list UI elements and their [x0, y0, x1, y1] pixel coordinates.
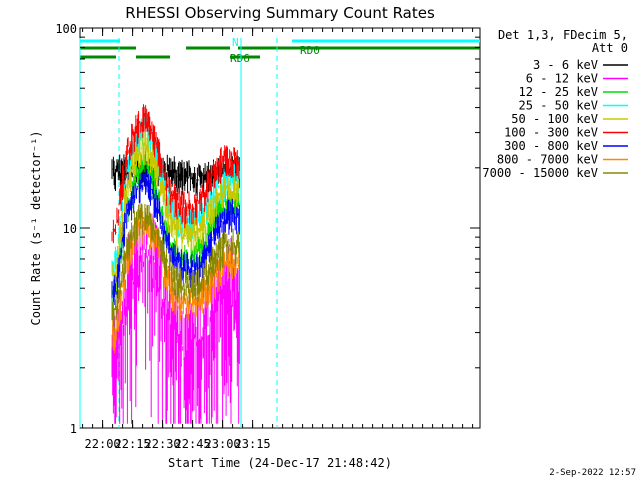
- series-7000-15000-kevline: [111, 203, 240, 331]
- legend-header-line: Att 0: [592, 41, 628, 55]
- vertical-markers: [79, 38, 278, 428]
- y-axis-label: Count Rate (s⁻¹ detector⁻¹): [29, 130, 43, 325]
- x-tick-label: 23:00: [205, 437, 241, 451]
- chart-title: RHESSI Observing Summary Count Rates: [125, 4, 435, 22]
- series-300-800-kevline: [111, 164, 240, 305]
- series-50-100-kevline: [111, 131, 240, 295]
- series-6-12-kevline: [111, 207, 240, 424]
- legend-entry-label: 100 - 300 keV: [504, 126, 598, 140]
- legend-entry-label: 6 - 12 keV: [526, 72, 598, 86]
- y-axis-ticks: 1 10 100: [55, 22, 480, 436]
- annotation-n-label: N: [232, 36, 239, 49]
- y-tick-label: 100: [55, 22, 77, 36]
- annotation-rd0-label: RD0: [300, 44, 320, 57]
- legend-entry-label: 25 - 50 keV: [519, 99, 598, 113]
- y-tick-label: 1: [70, 422, 77, 436]
- legend-entry-label: 12 - 25 keV: [519, 85, 598, 99]
- series-100-300-kevline: [111, 104, 240, 244]
- x-axis-label: Start Time (24-Dec-17 21:48:42): [168, 456, 392, 470]
- x-tick-label: 22:00: [85, 437, 121, 451]
- annotation-bars: N RD0 RD6: [80, 36, 480, 65]
- annotation-rd6-label: RD6: [230, 52, 250, 65]
- x-tick-label: 22:15: [115, 437, 151, 451]
- x-tick-label: 23:15: [235, 437, 271, 451]
- legend-entry-label: 50 - 100 keV: [511, 112, 598, 126]
- x-tick-label: 22:30: [145, 437, 181, 451]
- legend-entry-label: 7000 - 15000 keV: [482, 166, 598, 180]
- legend-entry-label: 3 - 6 keV: [533, 58, 598, 72]
- legend-header-line: Det 1,3, FDecim 5,: [498, 28, 628, 42]
- footer-timestamp: 2-Sep-2022 12:57: [549, 468, 636, 478]
- legend-entry-label: 800 - 7000 keV: [497, 153, 598, 167]
- legend-entry-label: 300 - 800 keV: [504, 139, 598, 153]
- x-tick-label: 22:45: [175, 437, 211, 451]
- y-tick-label: 10: [63, 222, 77, 236]
- series-group: [111, 104, 240, 424]
